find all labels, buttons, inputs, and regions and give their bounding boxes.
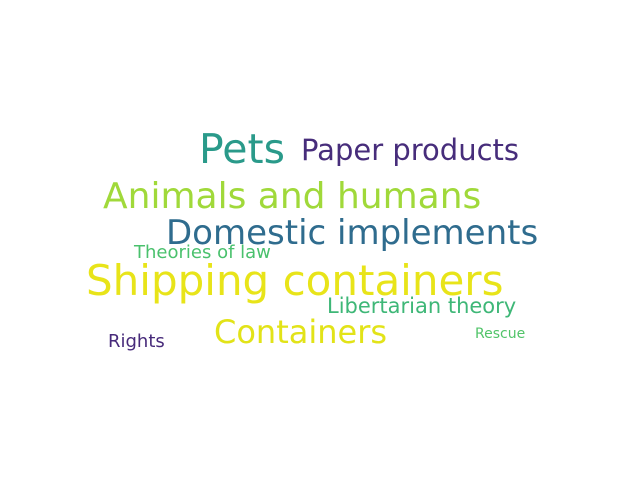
word-paper-products: Paper products xyxy=(301,133,519,167)
word-containers: Containers xyxy=(214,313,388,351)
word-theories-of-law: Theories of law xyxy=(134,242,271,263)
word-rights: Rights xyxy=(108,331,165,352)
word-animals-and-humans: Animals and humans xyxy=(103,176,482,217)
word-pets: Pets xyxy=(199,125,285,173)
word-domestic-implements: Domestic implements xyxy=(166,213,539,253)
word-rescue: Rescue xyxy=(475,326,526,342)
word-shipping-containers: Shipping containers xyxy=(86,256,504,305)
word-libertarian-theory: Libertarian theory xyxy=(327,294,517,318)
